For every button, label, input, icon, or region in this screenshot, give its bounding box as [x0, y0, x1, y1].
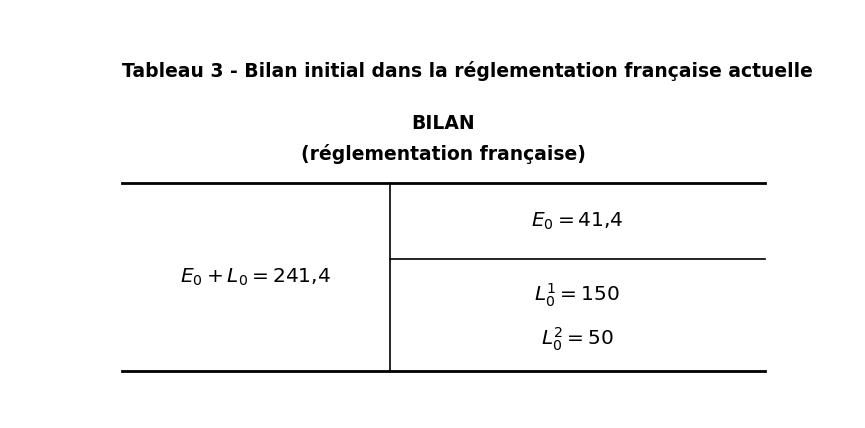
Text: $L_0^1 = 150$: $L_0^1 = 150$: [535, 281, 620, 309]
Text: $L_0^2 = 50$: $L_0^2 = 50$: [541, 326, 614, 354]
Text: Tableau 3 - Bilan initial dans la réglementation française actuelle: Tableau 3 - Bilan initial dans la réglem…: [121, 61, 812, 81]
Text: $E_0 + L_0 = 241{,}4$: $E_0 + L_0 = 241{,}4$: [180, 267, 331, 288]
Text: BILAN: BILAN: [412, 114, 475, 134]
Text: (réglementation française): (réglementation française): [301, 143, 586, 163]
Text: $E_0 = 41{,}4$: $E_0 = 41{,}4$: [531, 211, 624, 232]
